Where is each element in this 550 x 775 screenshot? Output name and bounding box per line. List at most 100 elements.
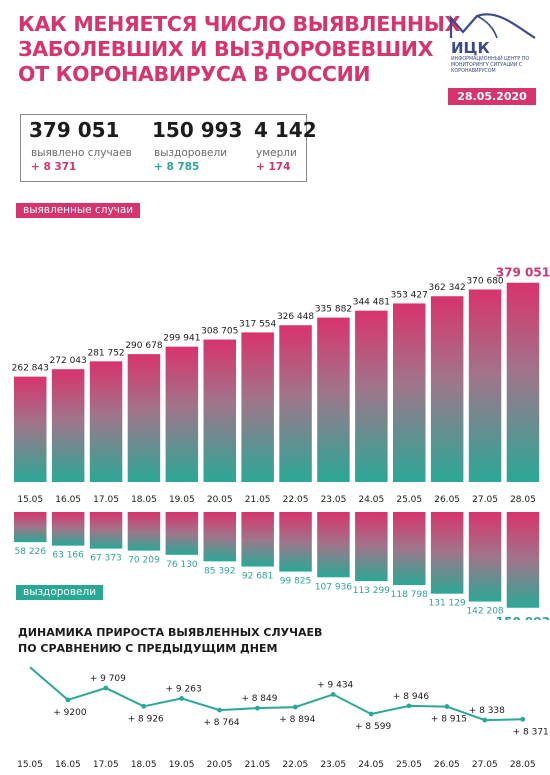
increase-label-19.05: + 9 263 <box>166 684 202 694</box>
stat-recovered-delta: + 8 785 <box>154 161 200 173</box>
case-label-17.05: 281 752 <box>87 348 124 358</box>
title-line-1: Как меняется число выявленных <box>18 12 461 36</box>
recovered-bar-25.05 <box>393 512 426 585</box>
increase-point-20.05 <box>217 707 222 713</box>
recovered-legend-tag: выздоровели <box>16 585 104 600</box>
case-bar-22.05 <box>279 325 312 482</box>
recovered-label-24.05: 113 299 <box>353 586 390 596</box>
recovered-bar-24.05 <box>355 512 388 582</box>
recovered-bar-16.05 <box>51 512 85 546</box>
recovered-bar-21.05 <box>241 512 274 567</box>
increase-point-25.05 <box>406 703 412 709</box>
recovered-label-15.05: 58 226 <box>15 547 47 557</box>
increase-point-26.05 <box>444 704 450 709</box>
date-label-17.05: 17.05 <box>93 495 119 505</box>
increase-label-24.05: + 8 599 <box>355 722 391 732</box>
date-label-19.05: 19.05 <box>169 495 195 505</box>
case-label-19.05: 299 941 <box>163 334 200 344</box>
line-date-label-18.05: 18.05 <box>131 760 157 770</box>
date-label-18.05: 18.05 <box>131 495 157 505</box>
date-label-26.05: 26.05 <box>434 495 460 505</box>
line-date-label-23.05: 23.05 <box>320 760 346 770</box>
recovered-label-20.05: 85 392 <box>204 566 236 576</box>
recovered-bar-20.05 <box>203 512 236 562</box>
recovered-bar-17.05 <box>89 512 123 549</box>
line-date-label-22.05: 22.05 <box>282 760 308 770</box>
recovered-bar-19.05 <box>165 512 199 555</box>
recovered-bar-28.05 <box>506 512 540 608</box>
title-line-3: от коронавируса в России <box>18 62 371 86</box>
stat-detected-delta: + 8 371 <box>31 161 77 173</box>
recovered-label-16.05: 63 166 <box>52 551 84 561</box>
case-bar-28.05 <box>506 282 540 482</box>
recovered-label-19.05: 76 130 <box>166 560 198 570</box>
line-chart-title-2: по сравнению с предыдущим днем <box>18 642 278 655</box>
case-label-26.05: 362 342 <box>429 283 466 293</box>
increase-label-27.05: + 8 338 <box>469 706 505 716</box>
date-label-28.05: 28.05 <box>510 495 536 505</box>
stat-deaths-label: умерли <box>256 147 297 159</box>
date-label-21.05: 21.05 <box>245 495 271 505</box>
case-bar-20.05 <box>203 339 236 482</box>
recovered-bar-18.05 <box>127 512 161 551</box>
increase-label-21.05: + 8 849 <box>241 694 277 704</box>
increase-point-24.05 <box>368 711 374 717</box>
line-date-label-17.05: 17.05 <box>93 760 119 770</box>
date-label-23.05: 23.05 <box>321 495 347 505</box>
recovered-bar-26.05 <box>430 512 464 594</box>
increase-label-22.05: + 8 894 <box>279 715 315 725</box>
stat-detected-label: выявлено случаев <box>31 147 132 159</box>
logo-text: ИЦК <box>451 39 490 57</box>
recovered-bar-15.05 <box>14 512 47 543</box>
case-label-27.05: 370 680 <box>466 276 503 286</box>
increase-point-18.05 <box>141 703 147 709</box>
increase-point-22.05 <box>292 704 298 710</box>
bar-chart: 262 843 15.05 58 226 272 043 16.05 63 166 281 … <box>12 266 550 620</box>
increase-label-20.05: + 8 764 <box>203 718 239 728</box>
line-date-label-15.05: 15.05 <box>17 760 43 770</box>
case-bar-15.05 <box>14 376 47 482</box>
case-label-20.05: 308 705 <box>201 327 238 337</box>
recovered-label-22.05: 99 825 <box>280 577 312 587</box>
increase-label-16.05: + 9200 <box>53 708 87 718</box>
case-label-16.05: 272 043 <box>50 356 87 366</box>
stat-recovered-label: выздоровели <box>154 147 228 159</box>
stat-deaths-value: 4 142 <box>254 118 317 142</box>
cases-legend-tag: выявленные случаи <box>16 203 141 218</box>
case-label-15.05: 262 843 <box>12 364 49 374</box>
case-label-22.05: 326 448 <box>277 312 314 322</box>
case-bar-16.05 <box>51 369 85 482</box>
case-bar-19.05 <box>165 346 199 482</box>
increase-point-19.05 <box>179 696 185 701</box>
stat-recovered-value: 150 993 <box>152 118 243 142</box>
line-date-label-26.05: 26.05 <box>434 760 460 770</box>
line-date-label-19.05: 19.05 <box>169 760 195 770</box>
case-bar-17.05 <box>89 361 123 482</box>
case-label-21.05: 317 554 <box>239 319 276 329</box>
stat-detected-value: 379 051 <box>29 118 120 142</box>
recovered-label-18.05: 70 209 <box>128 556 160 566</box>
recovered-label-25.05: 118 798 <box>391 590 428 600</box>
date-label-20.05: 20.05 <box>207 495 233 505</box>
logo-mark-icon <box>449 13 536 39</box>
date-label-16.05: 16.05 <box>55 495 81 505</box>
case-bar-27.05 <box>468 289 502 482</box>
case-bar-18.05 <box>127 354 161 482</box>
case-label-25.05: 353 427 <box>391 290 428 300</box>
recovered-label-21.05: 92 681 <box>242 572 274 582</box>
recovered-label-27.05: 142 208 <box>466 607 503 617</box>
case-label-18.05: 290 678 <box>125 341 162 351</box>
recovered-label-28.05: 150 993 <box>496 615 550 620</box>
recovered-bar-22.05 <box>279 512 312 572</box>
case-label-23.05: 335 882 <box>315 305 352 315</box>
line-date-label-24.05: 24.05 <box>358 760 384 770</box>
recovered-bar-27.05 <box>468 512 502 602</box>
recovered-label-26.05: 131 129 <box>429 599 466 609</box>
case-bar-26.05 <box>430 296 464 482</box>
increase-point-28.05 <box>520 716 526 722</box>
case-bar-24.05 <box>355 310 388 482</box>
increase-label-28.05: + 8 371 <box>513 727 549 737</box>
increase-label-23.05: + 9 434 <box>317 680 353 690</box>
increase-label-18.05: + 8 926 <box>128 714 164 724</box>
date-badge: 28.05.2020 <box>448 88 536 105</box>
